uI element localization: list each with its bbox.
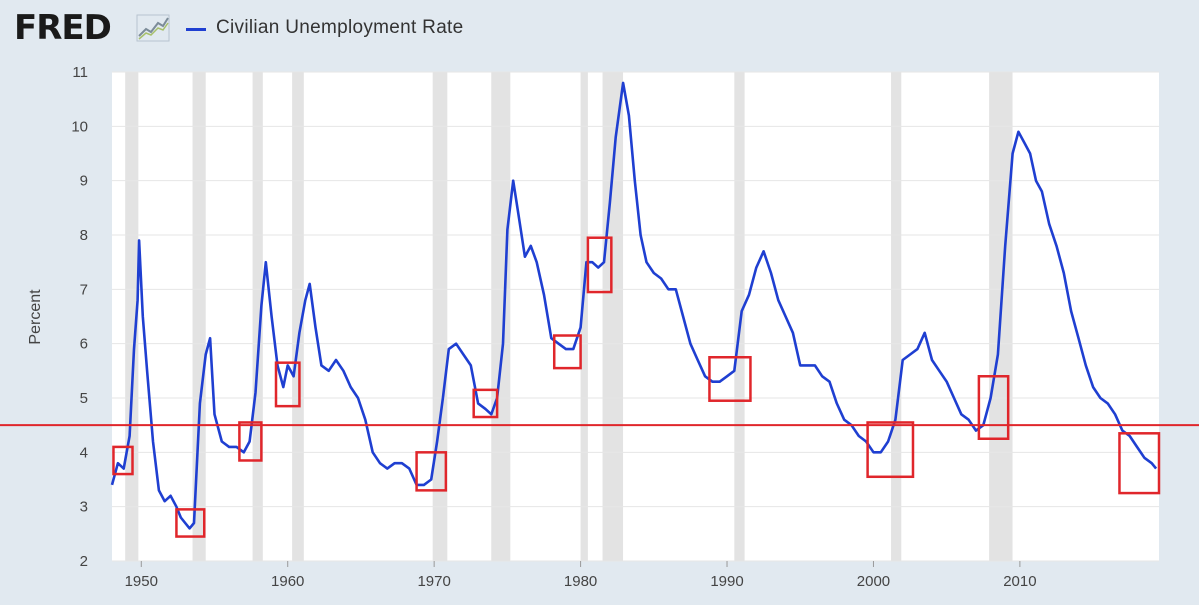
x-tick-label: 1950 <box>125 573 158 590</box>
x-tick-label: 2010 <box>1003 573 1036 590</box>
y-tick-label: 5 <box>80 390 88 407</box>
chart-header: FRED Civilian Unemployment Rate <box>0 0 1199 60</box>
highlight-box <box>866 421 915 479</box>
plot-background <box>112 72 1159 561</box>
recession-band <box>192 72 206 561</box>
highlight-box <box>552 334 582 370</box>
x-tick-label: 2000 <box>857 573 890 590</box>
y-axis-title: Percent <box>27 289 44 345</box>
highlight-box <box>238 421 263 462</box>
y-tick-label: 7 <box>80 281 88 298</box>
highlight-box <box>977 375 1010 440</box>
highlight-box <box>586 236 613 294</box>
x-tick-label: 1970 <box>417 573 450 590</box>
trend-line-icon <box>136 14 170 42</box>
highlight-boxes <box>112 236 1161 538</box>
y-tick-label: 9 <box>80 173 88 190</box>
highlight-box <box>472 388 499 419</box>
highlight-box <box>175 508 206 538</box>
highlight-box <box>274 361 301 408</box>
recession-band <box>891 72 902 561</box>
x-tick-label: 1990 <box>710 573 743 590</box>
y-tick-label: 2 <box>80 553 88 570</box>
y-tick-label: 3 <box>80 499 88 516</box>
recession-band <box>292 72 304 561</box>
x-tick-label: 1960 <box>271 573 304 590</box>
legend-series-swatch <box>186 28 206 31</box>
y-tick-label: 11 <box>72 64 88 81</box>
x-tick-label: 1980 <box>564 573 597 590</box>
highlight-box <box>708 356 752 402</box>
recession-band <box>734 72 745 561</box>
highlight-box <box>415 451 448 492</box>
recession-band <box>602 72 624 561</box>
fred-logo[interactable]: FRED <box>14 8 112 48</box>
y-tick-label: 6 <box>80 336 88 353</box>
x-axis-ticks: 1950 1960 1970 1980 1990 2000 2010 <box>125 561 1037 590</box>
highlight-box <box>1118 432 1161 495</box>
recession-band <box>580 72 588 561</box>
recession-band <box>252 72 263 561</box>
recession-band <box>491 72 511 561</box>
y-tick-label: 10 <box>71 118 88 135</box>
y-tick-label: 8 <box>80 227 88 244</box>
y-tick-label: 4 <box>80 444 88 461</box>
legend-series-label[interactable]: Civilian Unemployment Rate <box>216 17 464 38</box>
y-axis-ticks: 2 3 4 5 6 7 8 9 10 11 <box>71 64 88 570</box>
highlight-box <box>112 445 134 476</box>
